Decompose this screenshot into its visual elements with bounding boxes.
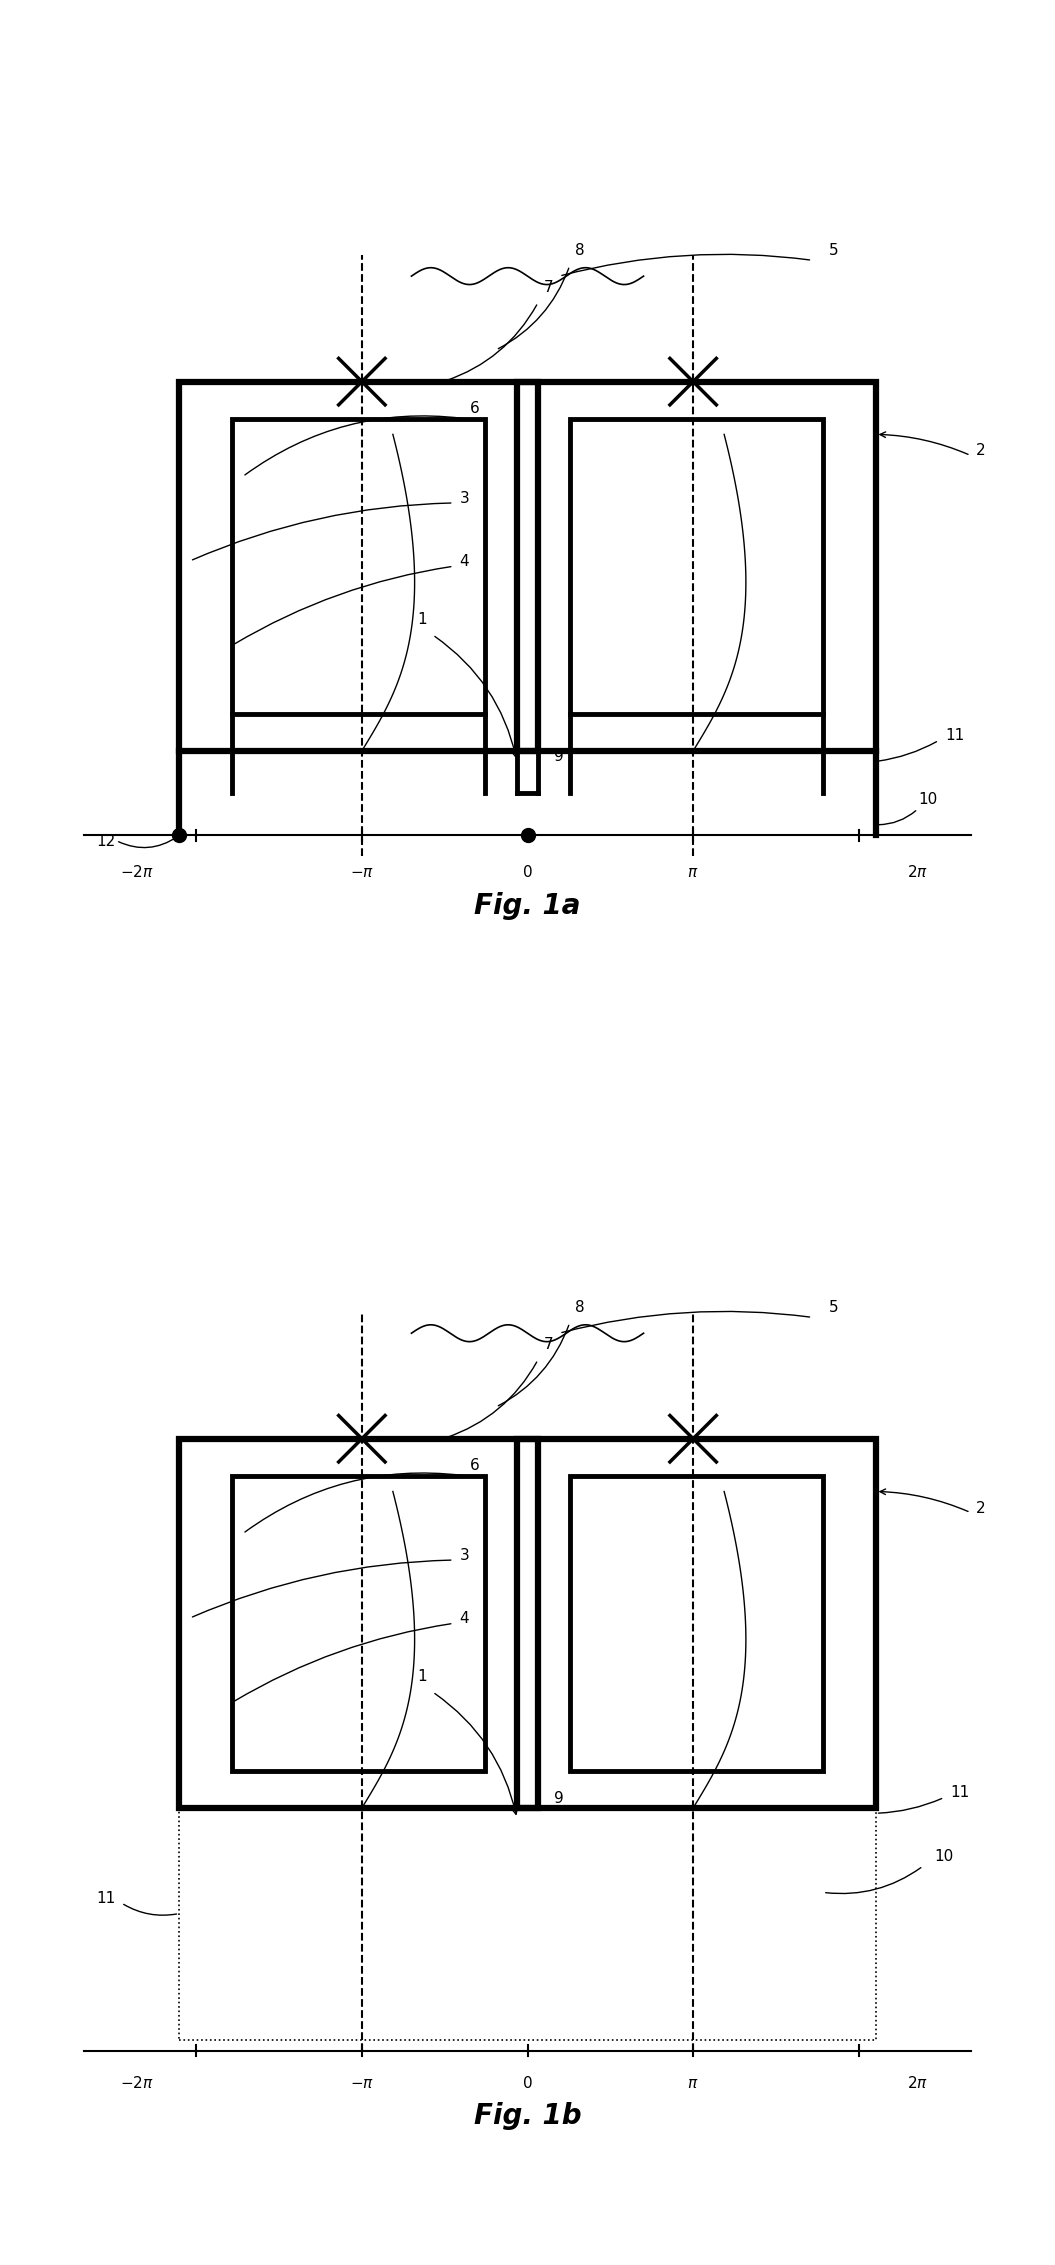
Text: Fig. 1b: Fig. 1b: [474, 2102, 581, 2131]
Text: 12: 12: [96, 834, 115, 849]
Text: 4: 4: [459, 1610, 469, 1626]
Text: 1: 1: [417, 1669, 427, 1685]
Text: $0$: $0$: [522, 865, 533, 881]
Text: 2: 2: [976, 444, 986, 458]
Text: 7: 7: [543, 281, 554, 294]
Text: 8: 8: [575, 242, 586, 258]
Text: 3: 3: [459, 1547, 469, 1563]
Text: $\pi$: $\pi$: [688, 865, 698, 881]
Text: $-2\pi$: $-2\pi$: [120, 865, 154, 881]
Text: $0$: $0$: [522, 2075, 533, 2091]
Text: Fig. 1a: Fig. 1a: [475, 892, 580, 920]
Text: $2\pi$: $2\pi$: [907, 2075, 928, 2091]
Text: $-\pi$: $-\pi$: [350, 865, 373, 881]
Text: 8: 8: [575, 1300, 586, 1316]
Text: 9: 9: [554, 750, 564, 763]
Text: 7: 7: [543, 1336, 554, 1352]
Text: 10: 10: [935, 1848, 954, 1864]
Text: 1: 1: [417, 612, 427, 627]
Text: 6: 6: [469, 401, 480, 417]
Text: 5: 5: [828, 1300, 839, 1316]
Text: 9: 9: [554, 1792, 564, 1805]
Text: 3: 3: [459, 492, 469, 505]
Text: 10: 10: [919, 793, 938, 806]
Text: 6: 6: [469, 1459, 480, 1472]
Text: $-\pi$: $-\pi$: [350, 2075, 373, 2091]
Text: 11: 11: [945, 729, 964, 743]
Text: 2: 2: [976, 1502, 986, 1515]
Text: $-2\pi$: $-2\pi$: [120, 2075, 154, 2091]
Text: $2\pi$: $2\pi$: [907, 865, 928, 881]
Text: 5: 5: [828, 242, 839, 258]
Text: 11: 11: [951, 1785, 970, 1801]
Text: $\pi$: $\pi$: [688, 2075, 698, 2091]
Text: 4: 4: [459, 555, 469, 569]
Text: 11: 11: [96, 1891, 115, 1905]
